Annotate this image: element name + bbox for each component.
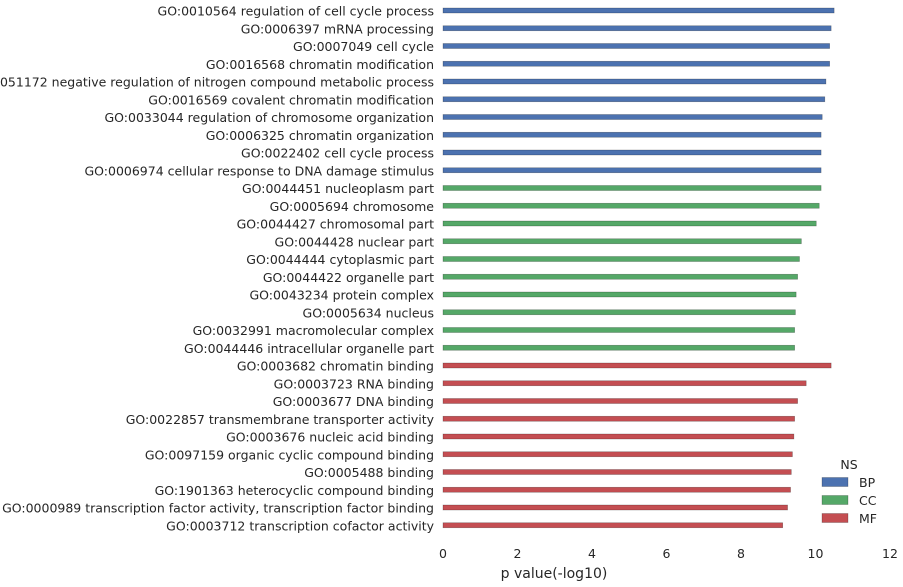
bar-bp — [442, 96, 826, 103]
category-label: GO:0016568 chromatin modification — [206, 57, 434, 72]
bar-bp — [442, 114, 823, 120]
category-label: GO:0043234 protein complex — [249, 288, 434, 303]
bars — [442, 7, 835, 529]
x-tick-label: 4 — [588, 546, 596, 561]
category-label: GO:0005694 chromosome — [270, 199, 435, 214]
category-label: GO:0010564 regulation of cell cycle proc… — [158, 4, 434, 19]
x-tick-label: 12 — [882, 546, 898, 561]
bar-bp — [442, 78, 827, 85]
bar-cc — [442, 291, 797, 298]
bar-mf — [442, 433, 795, 440]
category-label: GO:0016569 covalent chromatin modificati… — [148, 92, 434, 107]
bar-bp — [442, 25, 832, 32]
category-label: GO:0007049 cell cycle — [293, 39, 434, 54]
bar-cc — [442, 256, 800, 262]
category-label: GO:0005488 binding — [304, 465, 434, 480]
bar-cc — [442, 185, 822, 191]
x-tick-label: 8 — [737, 546, 745, 561]
legend-label-mf: MF — [859, 511, 877, 526]
x-tick-label: 10 — [808, 546, 824, 561]
bar-bp — [442, 149, 822, 156]
category-label: GO:0097159 organic cyclic compound bindi… — [145, 447, 434, 462]
category-label: GO:0051172 negative regulation of nitrog… — [0, 75, 434, 90]
legend-title: NS — [840, 457, 857, 472]
bar-mf — [442, 486, 791, 493]
bar-cc — [442, 327, 795, 333]
bar-mf — [442, 415, 795, 422]
x-axis-title: p value(-log10) — [501, 566, 608, 582]
x-tick-label: 0 — [439, 546, 447, 561]
legend-swatch-cc — [821, 495, 849, 505]
bar-mf — [442, 469, 792, 475]
category-labels: GO:0010564 regulation of cell cycle proc… — [0, 4, 435, 534]
category-label: GO:1901363 heterocyclic compound binding — [155, 483, 434, 498]
category-label: GO:0000989 transcription factor activity… — [2, 501, 434, 516]
bar-bp — [442, 60, 830, 67]
legend-label-cc: CC — [859, 493, 877, 508]
bar-mf — [442, 522, 784, 529]
bar-cc — [442, 273, 798, 280]
bar-bp — [442, 7, 835, 14]
category-label: GO:0022857 transmembrane transporter act… — [126, 412, 435, 427]
category-label: GO:0006325 chromatin organization — [206, 128, 434, 143]
category-label: GO:0044451 nucleoplasm part — [242, 181, 434, 196]
category-label: GO:0044422 organelle part — [263, 270, 434, 285]
category-label: GO:0003676 nucleic acid binding — [226, 430, 434, 445]
legend-label-bp: BP — [859, 475, 876, 490]
category-label: GO:0003723 RNA binding — [274, 376, 434, 391]
bar-cc — [442, 202, 820, 209]
bar-mf — [442, 380, 807, 387]
category-label: GO:0022402 cell cycle process — [241, 146, 434, 161]
category-label: GO:0006397 mRNA processing — [241, 21, 434, 36]
x-tick-label: 2 — [514, 546, 522, 561]
bar-mf — [442, 451, 793, 458]
bar-cc — [442, 309, 796, 316]
bar-mf — [442, 504, 788, 511]
category-label: GO:0006974 cellular response to DNA dama… — [84, 163, 434, 178]
bar-cc — [442, 344, 795, 351]
bar-mf — [442, 398, 798, 404]
bar-bp — [442, 43, 830, 49]
bar-cc — [442, 238, 802, 245]
bar-mf — [442, 362, 832, 369]
category-label: GO:0003712 transcription cofactor activi… — [166, 518, 434, 533]
category-label: GO:0032991 macromolecular complex — [193, 323, 434, 338]
category-label: GO:0003677 DNA binding — [273, 394, 434, 409]
category-label: GO:0044446 intracellular organelle part — [184, 341, 434, 356]
bar-bp — [442, 167, 822, 174]
category-label: GO:0044427 chromosomal part — [237, 217, 434, 232]
category-label: GO:0044444 cytoplasmic part — [246, 252, 434, 267]
x-tick-label: 6 — [663, 546, 671, 561]
category-label: GO:0044428 nuclear part — [275, 234, 435, 249]
bar-bp — [442, 131, 822, 138]
category-label: GO:0003682 chromatin binding — [237, 359, 434, 374]
legend-swatch-mf — [821, 513, 849, 523]
x-axis: 0 2 4 6 8 10 12 — [439, 546, 898, 561]
category-label: GO:0005634 nucleus — [303, 305, 434, 320]
legend-swatch-bp — [821, 477, 849, 487]
bar-cc — [442, 220, 817, 227]
category-label: GO:0033044 regulation of chromosome orga… — [105, 110, 435, 125]
